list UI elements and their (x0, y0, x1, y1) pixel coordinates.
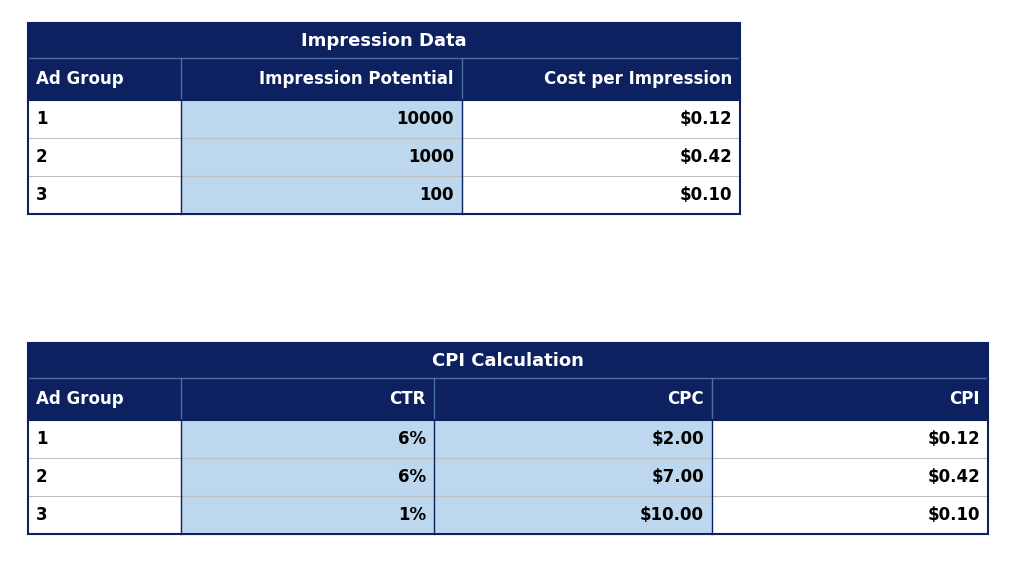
Bar (29, 176, 181, 214)
Text: Cost per Impression: Cost per Impression (544, 70, 732, 88)
Text: $10.00: $10.00 (640, 506, 704, 524)
Bar (181, 378, 434, 420)
Bar (181, 496, 434, 534)
Text: CTR: CTR (390, 390, 426, 408)
Text: Ad Group: Ad Group (36, 390, 123, 408)
Bar (29, 343, 988, 378)
Text: 100: 100 (419, 186, 454, 204)
Bar (29, 420, 181, 458)
Bar (181, 420, 434, 458)
Bar (462, 176, 740, 214)
Text: CPC: CPC (668, 390, 704, 408)
Bar (712, 458, 988, 496)
Text: 2: 2 (36, 468, 48, 486)
Bar (434, 420, 712, 458)
Bar (462, 58, 740, 100)
Bar (29, 458, 181, 496)
Text: $0.42: $0.42 (927, 468, 980, 486)
Bar (181, 176, 462, 214)
Bar (29, 58, 181, 100)
Text: CPI: CPI (950, 390, 980, 408)
Text: $0.12: $0.12 (927, 430, 980, 448)
Text: 3: 3 (36, 506, 48, 524)
Bar (434, 496, 712, 534)
Text: $0.42: $0.42 (679, 148, 732, 166)
Bar (181, 138, 462, 176)
Text: 6%: 6% (398, 430, 426, 448)
Text: 2: 2 (36, 148, 48, 166)
Bar (712, 496, 988, 534)
Text: 10000: 10000 (396, 110, 454, 128)
Text: Ad Group: Ad Group (36, 70, 123, 88)
Bar (181, 58, 462, 100)
Text: Impression Potential: Impression Potential (260, 70, 454, 88)
Bar (29, 138, 181, 176)
Text: $7.00: $7.00 (652, 468, 704, 486)
Bar (462, 100, 740, 138)
Bar (29, 378, 181, 420)
Bar (29, 23, 740, 214)
Bar (29, 23, 740, 58)
Bar (29, 496, 181, 534)
Text: 1: 1 (36, 430, 48, 448)
Bar (712, 420, 988, 458)
Text: $0.10: $0.10 (679, 186, 732, 204)
Text: 6%: 6% (398, 468, 426, 486)
Text: 1000: 1000 (408, 148, 454, 166)
Bar (434, 378, 712, 420)
Bar (712, 378, 988, 420)
Bar (29, 343, 988, 534)
Text: 3: 3 (36, 186, 48, 204)
Text: CPI Calculation: CPI Calculation (432, 351, 584, 369)
Text: 1: 1 (36, 110, 48, 128)
Text: $2.00: $2.00 (652, 430, 704, 448)
Text: 1%: 1% (398, 506, 426, 524)
Text: $0.12: $0.12 (679, 110, 732, 128)
Bar (181, 458, 434, 496)
Text: Impression Data: Impression Data (301, 31, 467, 49)
Bar (29, 100, 181, 138)
Bar (462, 138, 740, 176)
Text: $0.10: $0.10 (927, 506, 980, 524)
Bar (434, 458, 712, 496)
Bar (181, 100, 462, 138)
